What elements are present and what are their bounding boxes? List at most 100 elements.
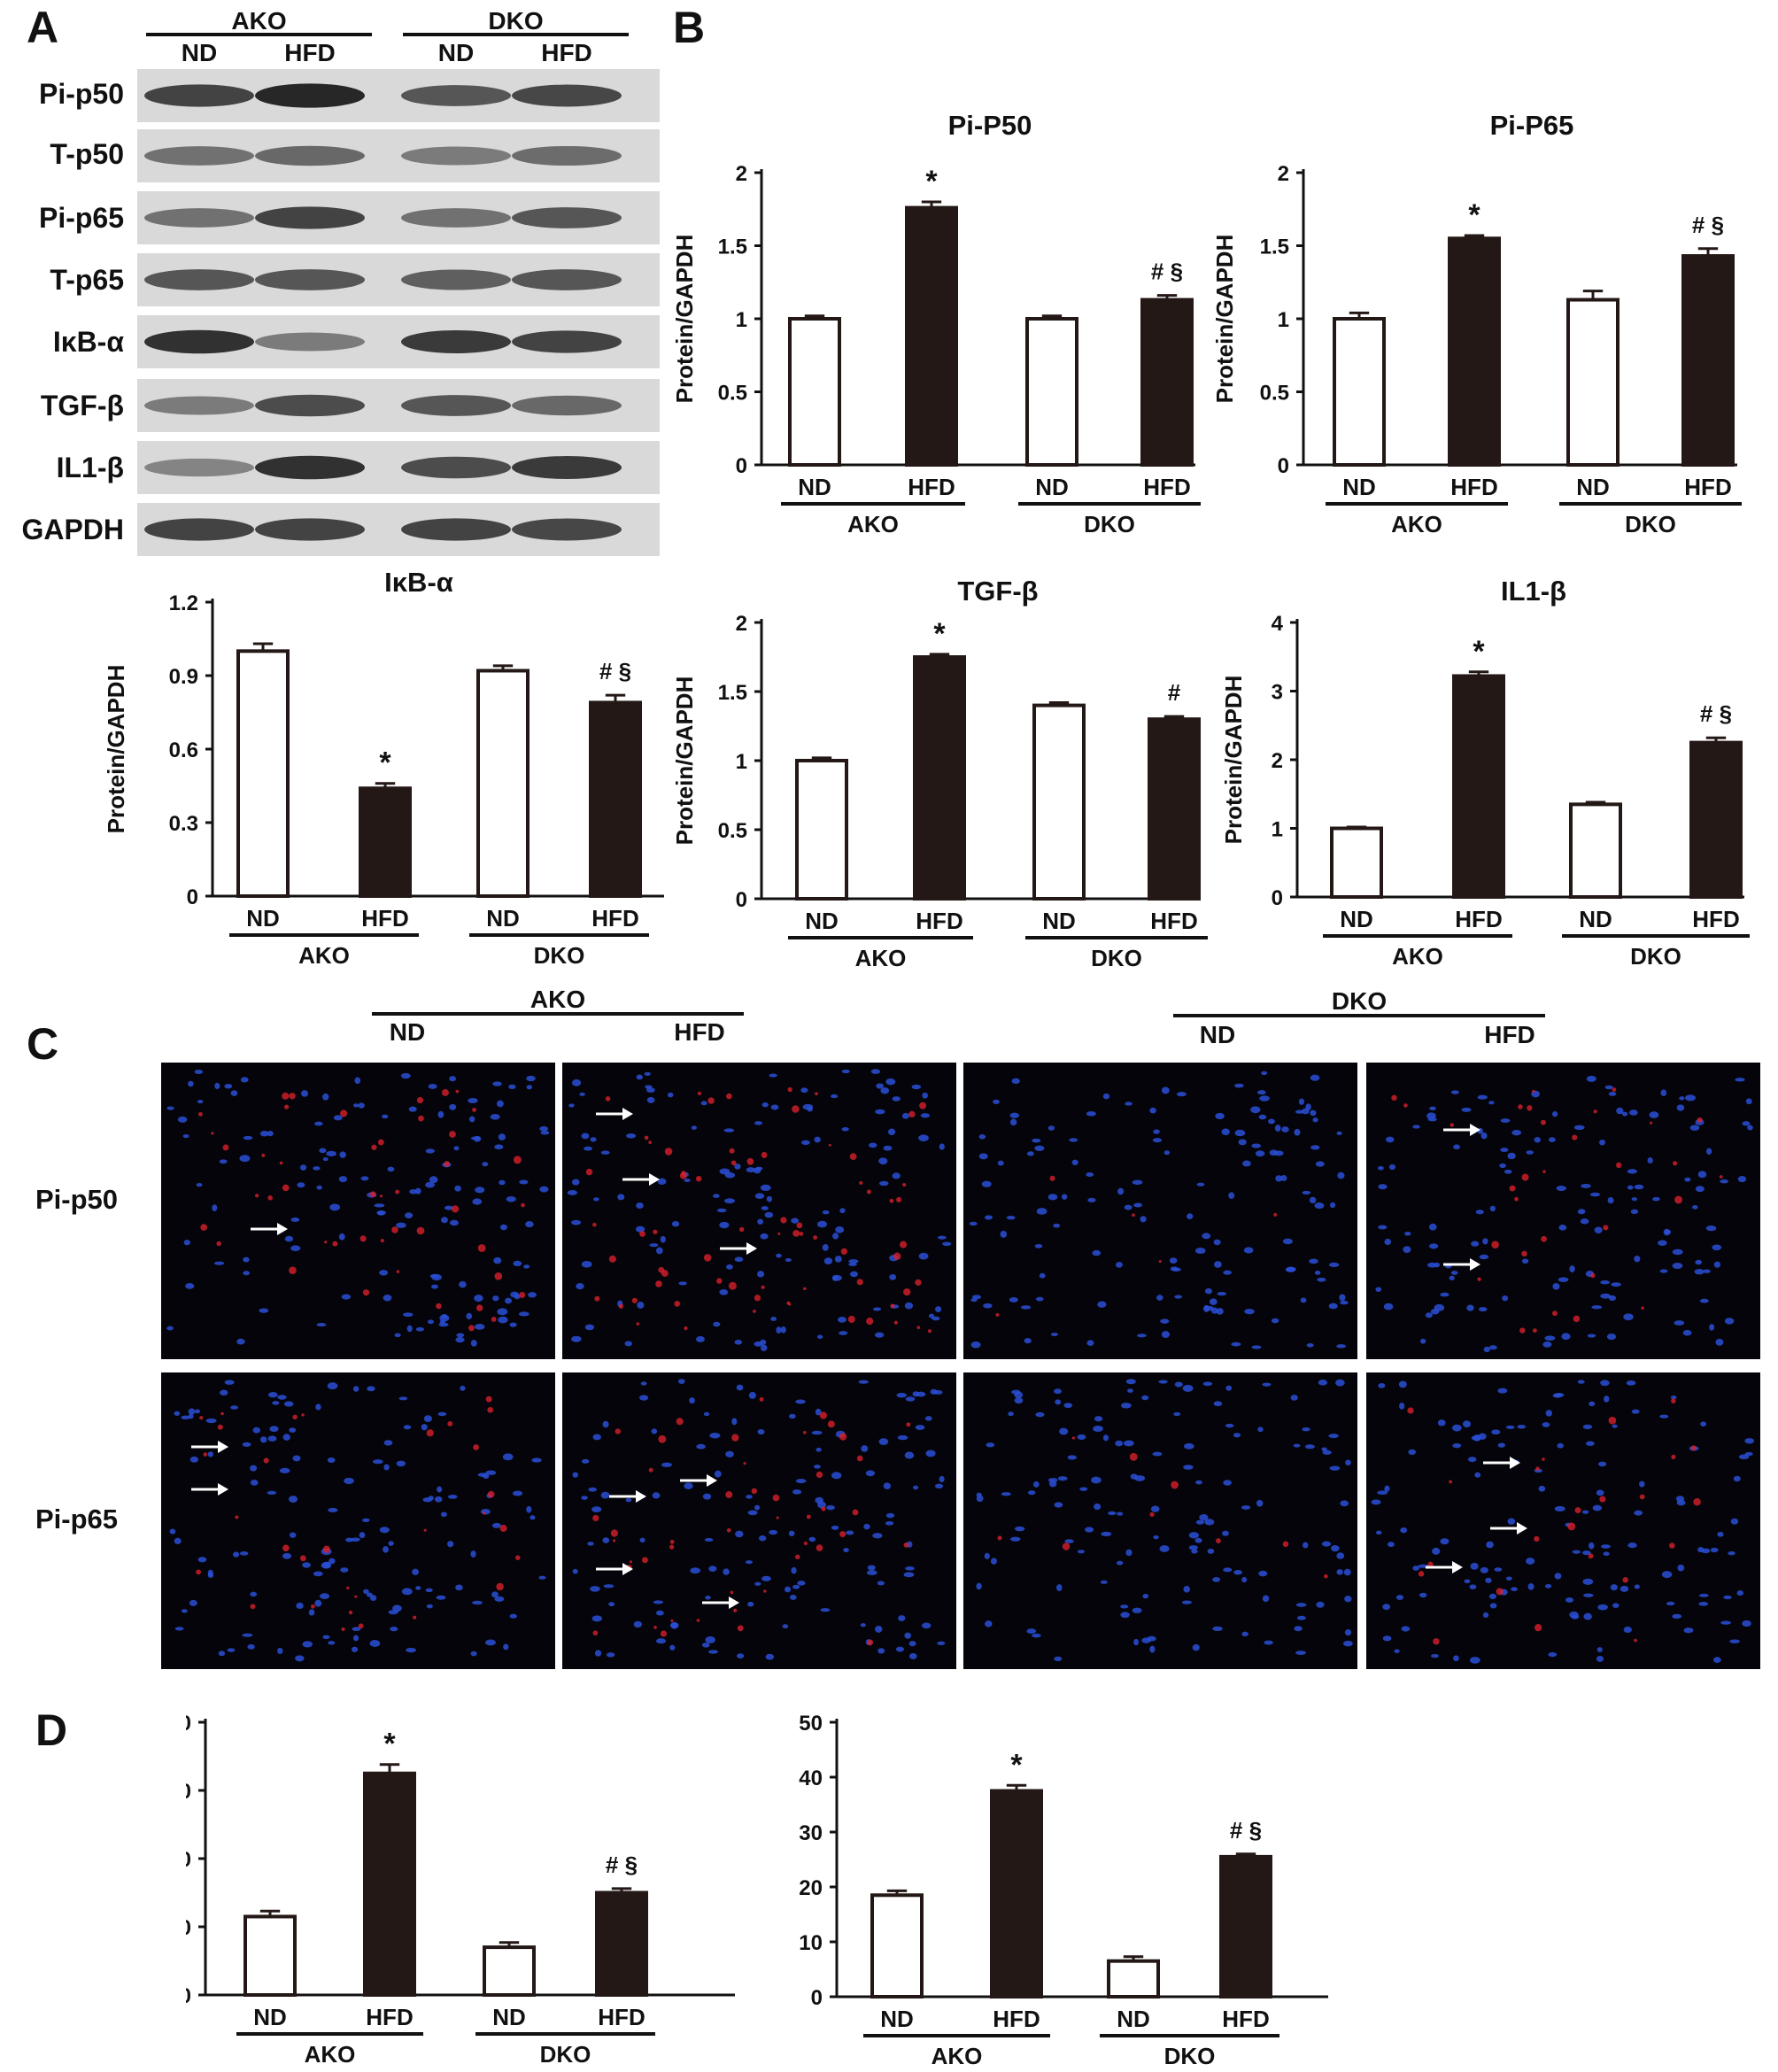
- nucleus-dot: [328, 1507, 338, 1512]
- stain-dot: [753, 1310, 756, 1313]
- arrow-head-icon: [622, 1108, 633, 1120]
- nucleus-dot: [1329, 1465, 1341, 1471]
- nucleus-dot: [1627, 1169, 1637, 1174]
- stain-dot: [263, 1457, 269, 1464]
- nucleus-dot: [769, 1529, 778, 1535]
- nucleus-dot: [1317, 1277, 1326, 1282]
- y-tick-label: 20: [186, 1848, 191, 1872]
- stain-dot: [289, 1093, 296, 1100]
- nucleus-dot: [1304, 1444, 1315, 1450]
- y-tick-label: 0: [811, 1986, 823, 2010]
- nucleus-dot: [1583, 1593, 1594, 1597]
- nucleus-dot: [1092, 1249, 1102, 1256]
- nucleus-dot: [439, 1314, 450, 1322]
- x-tick-label: ND: [805, 908, 839, 934]
- arrow-head-icon: [1470, 1258, 1480, 1271]
- chart-pi-p65-positive-cells: Pi-p65 positive cells01020304050ND*HFDND…: [799, 1712, 1328, 2069]
- nucleus-dot: [1000, 1230, 1008, 1238]
- nucleus-dot: [468, 1097, 478, 1103]
- chart-title: IκB-α: [384, 567, 453, 598]
- stain-dot: [648, 1467, 653, 1473]
- nucleus-dot: [1505, 1425, 1515, 1429]
- microscopy-image: [963, 1063, 1357, 1359]
- bar: [788, 317, 841, 467]
- nucleus-dot: [1054, 1388, 1062, 1395]
- nucleus-dot: [449, 1076, 457, 1082]
- blot-row-label: IL1-β: [56, 452, 124, 483]
- nucleus-dot: [403, 1312, 414, 1318]
- nucleus-dot: [1079, 1487, 1088, 1491]
- stain-dot: [743, 1461, 746, 1465]
- nucleus-dot: [1204, 1519, 1215, 1526]
- nucleus-dot: [1572, 1550, 1581, 1554]
- nucleus-dot: [1234, 1129, 1246, 1137]
- nucleus-dot: [815, 1408, 822, 1416]
- nucleus-dot: [1596, 1489, 1604, 1496]
- x-tick-label: HFD: [1692, 906, 1739, 932]
- nucleus-dot: [1212, 1626, 1223, 1632]
- nucleus-dot: [1556, 1185, 1566, 1192]
- nucleus-dot: [1302, 1542, 1309, 1549]
- stain-dot: [332, 1241, 338, 1247]
- nucleus-dot: [1504, 1169, 1512, 1174]
- stain-dot: [1673, 1161, 1678, 1166]
- nucleus-dot: [719, 1221, 730, 1229]
- nucleus-dot: [1055, 1584, 1063, 1592]
- nucleus-dot: [935, 1306, 942, 1313]
- stain-dot: [919, 1102, 927, 1109]
- stain-dot: [292, 1414, 298, 1420]
- nucleus-dot: [1280, 1175, 1287, 1181]
- nucleus-dot: [166, 1106, 174, 1110]
- nucleus-dot: [1262, 1595, 1270, 1603]
- nucleus-dot: [724, 1198, 735, 1204]
- nucleus-dot: [267, 1131, 274, 1137]
- nucleus-dot: [259, 1436, 267, 1443]
- nucleus-dot: [1312, 1117, 1318, 1123]
- stain-dot: [250, 1604, 256, 1610]
- blot-band: [512, 207, 622, 228]
- nucleus-dot: [1700, 1421, 1707, 1427]
- nucleus-dot: [1453, 1144, 1460, 1150]
- nucleus-dot: [1463, 1420, 1472, 1428]
- x-tick-label: ND: [486, 905, 520, 932]
- nucleus-dot: [761, 1575, 771, 1581]
- stain-dot: [519, 1292, 526, 1299]
- nucleus-dot: [1672, 1613, 1682, 1620]
- nucleus-dot: [1275, 1175, 1283, 1182]
- nucleus-dot: [400, 1072, 411, 1079]
- nucleus-dot: [1666, 1601, 1675, 1606]
- nucleus-dot: [1181, 1600, 1192, 1604]
- nucleus-dot: [1412, 1125, 1420, 1129]
- nucleus-dot: [1047, 1125, 1055, 1131]
- stain-dot: [475, 1304, 483, 1311]
- nucleus-dot: [1024, 1338, 1032, 1344]
- nucleus-dot: [1314, 1271, 1321, 1275]
- nucleus-dot: [218, 1651, 226, 1657]
- nucleus-dot: [513, 1260, 522, 1267]
- stain-dot: [847, 1315, 855, 1323]
- nucleus-dot: [1581, 1510, 1589, 1514]
- stain-dot: [203, 1452, 208, 1457]
- nucleus-dot: [1077, 1434, 1086, 1441]
- western-blot: AKO DKO ND HFD ND HFD Pi-p50 T-p50 Pi-p6…: [0, 0, 673, 567]
- nucleus-dot: [387, 1166, 395, 1172]
- nucleus-dot: [267, 1490, 277, 1495]
- stain-dot: [1641, 1306, 1644, 1310]
- nucleus-dot: [877, 1648, 885, 1654]
- blot-band: [512, 145, 622, 166]
- stain-dot: [803, 1287, 807, 1291]
- stain-dot: [395, 1189, 400, 1194]
- nucleus-dot: [498, 1316, 508, 1324]
- nucleus-dot: [1506, 1576, 1512, 1581]
- nucleus-dot: [1449, 1275, 1455, 1280]
- nucleus-dot: [1337, 1171, 1345, 1179]
- nucleus-dot: [1120, 1403, 1132, 1409]
- nucleus-dot: [905, 1396, 916, 1402]
- nucleus-dot: [1309, 1196, 1317, 1204]
- nucleus-dot: [341, 1294, 352, 1300]
- nucleus-dot: [474, 1295, 483, 1303]
- stain-dot: [487, 1490, 495, 1498]
- nucleus-dot: [1102, 1434, 1109, 1442]
- nucleus-dot: [509, 1613, 517, 1619]
- stain-dot: [684, 1326, 688, 1331]
